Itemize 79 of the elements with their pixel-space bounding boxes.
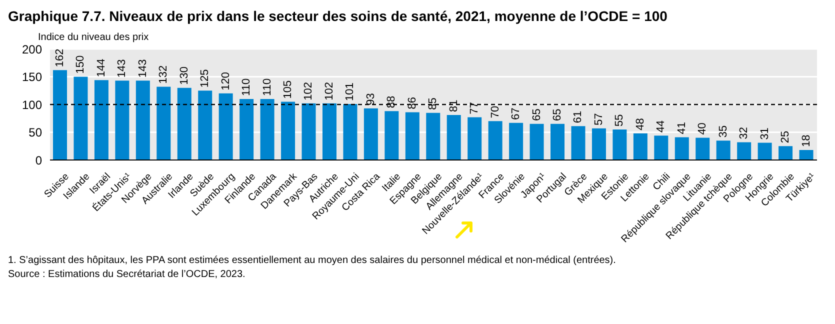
data-label: 48	[634, 118, 646, 130]
data-label: 110	[261, 78, 274, 96]
bar	[550, 124, 565, 160]
bar	[488, 121, 502, 160]
data-label: 162	[54, 48, 66, 68]
chart-title: Graphique 7.7. Niveaux de prix dans le secteur des soins de santé, 2021, moyenne de l’OCDE = 100	[8, 8, 668, 24]
data-label: 57	[592, 113, 605, 126]
data-label: 25	[780, 130, 792, 144]
data-label: 40	[696, 122, 709, 135]
y-tick-label: 0	[35, 153, 42, 168]
bar	[778, 146, 793, 160]
bar	[674, 137, 689, 160]
data-label: 18	[800, 134, 812, 148]
bar	[177, 88, 192, 160]
bar	[468, 117, 482, 160]
bar	[633, 133, 648, 160]
bar	[592, 128, 606, 160]
bar	[156, 86, 171, 160]
data-label: 125	[199, 69, 212, 88]
bar	[509, 122, 524, 160]
data-label: 55	[614, 114, 626, 126]
bar	[281, 102, 296, 160]
data-label: 41	[676, 122, 688, 134]
bar	[53, 70, 67, 160]
data-label: 31	[758, 128, 771, 140]
y-tick-label: 100	[22, 98, 42, 112]
data-label: 44	[655, 120, 668, 133]
bar	[405, 112, 420, 160]
data-label: 120	[220, 72, 232, 90]
bar	[737, 142, 752, 160]
data-label: 61	[572, 110, 584, 124]
data-label: 35	[717, 125, 730, 138]
text: 1. S’agissant des hôpitaux, les PPA sont estimées essentiellement au moyen des salaires du personnel médical et non-médical (entrées).	[8, 254, 617, 268]
data-label: 132	[158, 65, 170, 84]
bar	[74, 76, 88, 160]
bar	[654, 136, 668, 160]
bar	[240, 98, 254, 160]
y-tick-label: 200	[22, 42, 42, 56]
data-label: 70	[489, 106, 502, 118]
bar	[260, 98, 274, 160]
data-label: 65	[530, 108, 543, 121]
bar	[364, 108, 378, 160]
data-label: 144	[95, 58, 108, 78]
bar	[716, 140, 730, 160]
bar	[530, 124, 544, 160]
data-label: 143	[116, 59, 128, 78]
data-label: 101	[344, 82, 356, 101]
bar	[136, 80, 150, 160]
bar	[218, 93, 233, 160]
bar	[302, 103, 316, 160]
y-tick-label: 150	[22, 70, 42, 84]
data-label: 150	[74, 55, 87, 74]
bar	[115, 80, 130, 160]
data-label: 85	[427, 98, 440, 110]
data-label: 130	[178, 66, 190, 85]
bar	[343, 104, 358, 160]
bar	[758, 142, 772, 160]
data-label: 102	[323, 82, 336, 100]
y-tick-label: 50	[28, 126, 42, 140]
bar	[446, 115, 461, 160]
bar	[384, 111, 399, 160]
source-note: Source : Estimations du Secrétariat de l’OCDE, 2023.	[8, 268, 246, 282]
data-label: 32	[738, 126, 750, 140]
bar	[94, 80, 108, 160]
data-label: 67	[510, 108, 522, 120]
data-label: 143	[136, 59, 149, 78]
bar	[322, 103, 336, 160]
data-label: 110	[240, 78, 253, 96]
y-axis-title: Indice du niveau des prix	[38, 32, 150, 43]
data-label: 105	[282, 80, 294, 99]
data-label: 102	[302, 82, 315, 100]
bar	[198, 90, 212, 160]
bar	[612, 129, 627, 160]
bar	[426, 112, 440, 160]
bar	[696, 138, 710, 160]
data-label: 88	[386, 96, 398, 108]
bar	[799, 150, 814, 160]
data-label: 65	[552, 108, 564, 121]
bar	[571, 126, 586, 160]
